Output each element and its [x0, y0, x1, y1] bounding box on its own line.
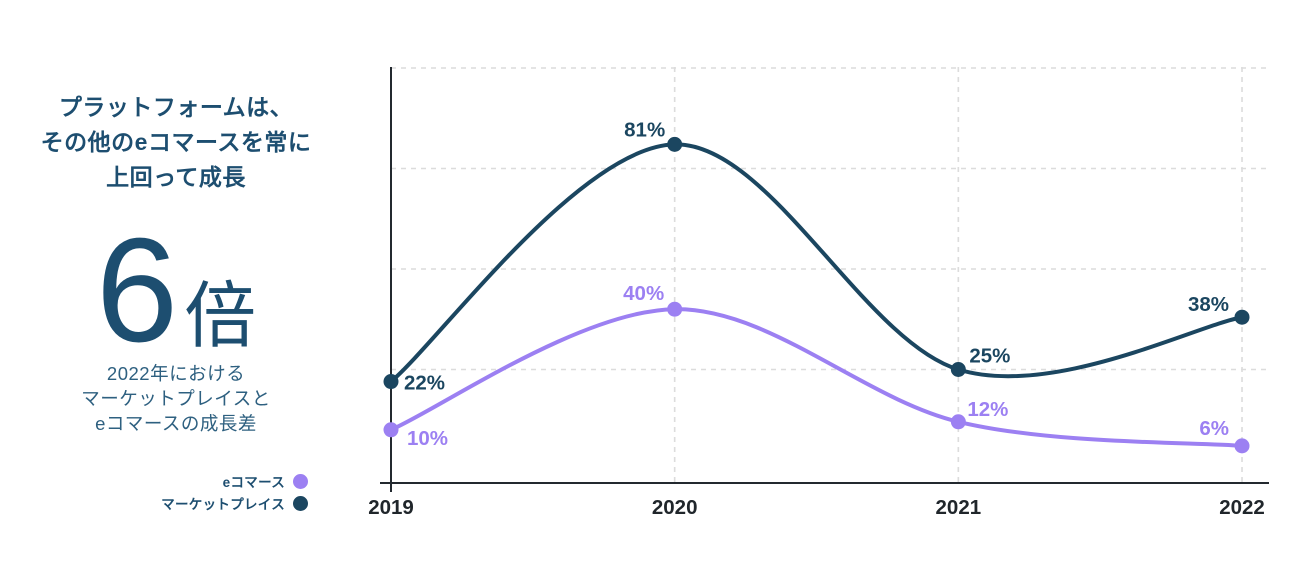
point-ecommerce-2022 — [1234, 438, 1250, 454]
point-ecommerce-2021 — [950, 414, 966, 430]
page-title: プラットフォームは、 その他のeコマースを常に 上回って成長 — [0, 90, 352, 195]
legend-dot-icon — [293, 473, 308, 489]
point-marketplace-2022 — [1234, 309, 1250, 325]
x-tick-label-2022: 2022 — [1219, 496, 1265, 519]
legend-dot-icon — [293, 495, 308, 511]
legend-item-ecommerce: eコマース — [0, 473, 308, 490]
page-title-line: その他のeコマースを常に — [40, 129, 312, 155]
point-ecommerce-2020 — [667, 301, 683, 317]
stat-description-line: マーケットプレイスと — [81, 388, 271, 409]
point-label-ecommerce-2019: 10% — [407, 427, 448, 450]
x-tick-label-2021: 2021 — [936, 496, 982, 519]
x-tick-label-2019: 2019 — [368, 496, 414, 519]
legend-label: eコマース — [222, 475, 285, 490]
point-label-marketplace-2020: 81% — [624, 118, 665, 141]
left-panel: プラットフォームは、 その他のeコマースを常に 上回って成長 6 倍 2022年… — [0, 0, 352, 574]
point-label-ecommerce-2022: 6% — [1199, 417, 1229, 440]
chart-legend: eコマース マーケットプレイス — [0, 473, 308, 517]
point-label-ecommerce-2020: 40% — [623, 282, 664, 305]
page-title-line: 上回って成長 — [106, 164, 246, 190]
point-label-marketplace-2021: 25% — [969, 345, 1010, 368]
line-ecommerce — [389, 307, 1245, 448]
stat-number: 6 — [95, 208, 179, 373]
point-label-marketplace-2022: 38% — [1188, 293, 1229, 316]
page-title-line: プラットフォームは、 — [58, 94, 294, 120]
point-label-marketplace-2019: 22% — [404, 372, 445, 395]
legend-item-marketplace: マーケットプレイス — [0, 495, 308, 512]
stat-description-line: eコマースの成長差 — [95, 413, 257, 434]
point-label-ecommerce-2021: 12% — [967, 398, 1008, 421]
stat-description: 2022年における マーケットプレイスと eコマースの成長差 — [0, 361, 352, 436]
legend-label: マーケットプレイス — [161, 497, 285, 512]
stat-highlight: 6 倍 — [0, 217, 352, 365]
point-marketplace-2021 — [950, 362, 966, 377]
point-marketplace-2019 — [383, 374, 399, 390]
stat-description-line: 2022年における — [106, 363, 246, 384]
point-marketplace-2020 — [667, 136, 683, 152]
stat-unit: 倍 — [184, 277, 257, 357]
point-ecommerce-2019 — [383, 422, 399, 438]
x-tick-label-2020: 2020 — [652, 496, 698, 519]
line-marketplace — [389, 142, 1245, 384]
